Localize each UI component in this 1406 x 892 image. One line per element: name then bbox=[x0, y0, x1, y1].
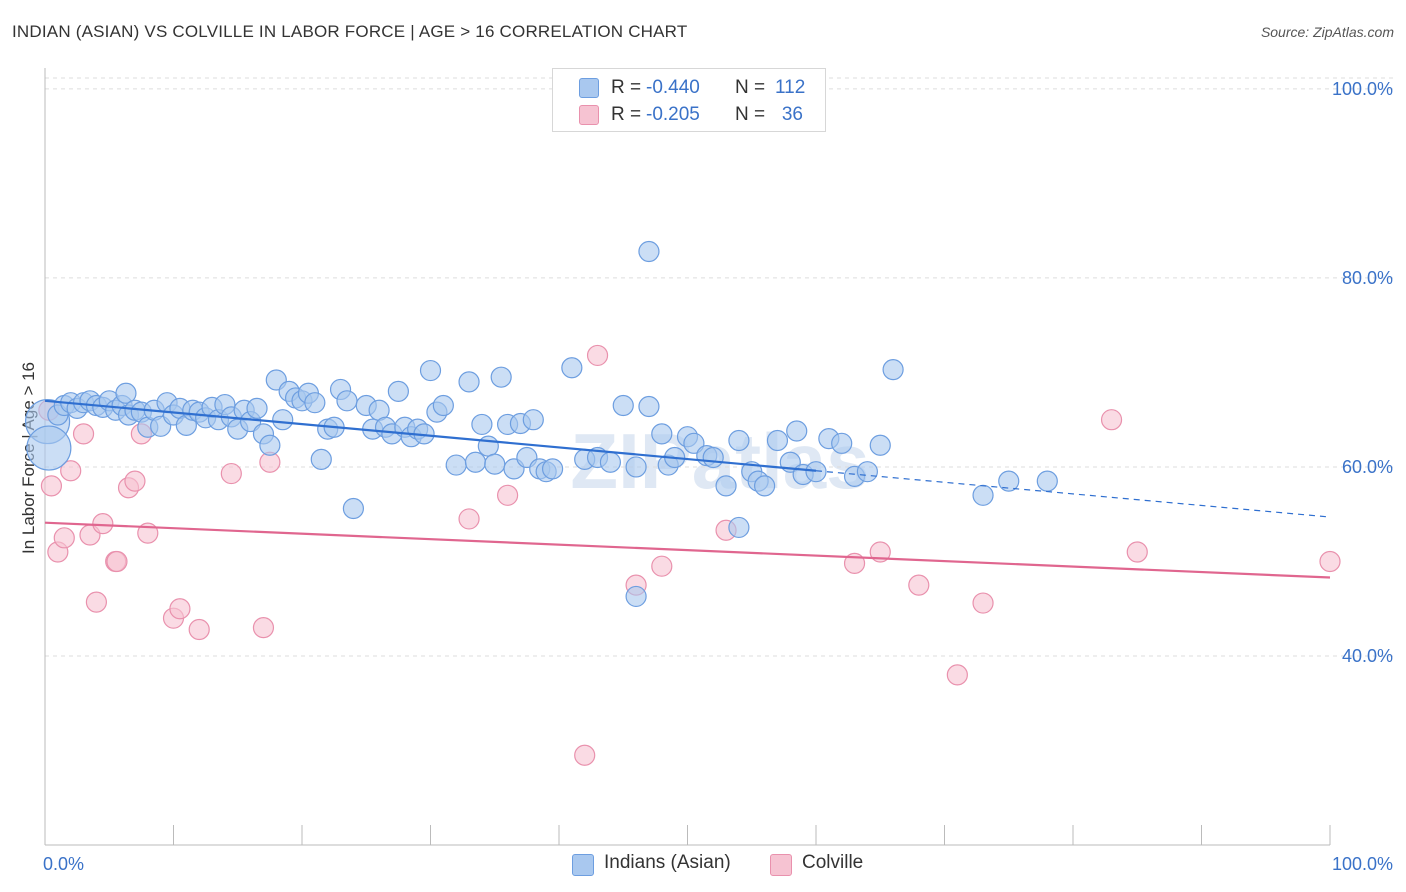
point-colville bbox=[972, 592, 994, 614]
point-colville bbox=[106, 550, 128, 573]
point-indians bbox=[304, 392, 326, 414]
point-colville bbox=[497, 484, 519, 506]
point-colville bbox=[1100, 409, 1123, 431]
point-colville bbox=[1126, 541, 1148, 563]
point-indians bbox=[522, 409, 544, 431]
point-indians bbox=[869, 434, 891, 456]
point-colville bbox=[869, 541, 891, 563]
legend-r-value: -0.440 bbox=[646, 77, 700, 98]
point-indians bbox=[753, 475, 776, 497]
point-indians bbox=[471, 413, 493, 436]
point-colville bbox=[651, 555, 673, 577]
point-indians bbox=[259, 434, 281, 456]
point-indians bbox=[432, 394, 454, 417]
point-colville bbox=[1319, 550, 1341, 573]
point-indians bbox=[115, 382, 137, 404]
legend-r-label: R = bbox=[611, 77, 642, 98]
legend-row-colville: R = -0.205 N = 36 bbox=[553, 101, 825, 127]
point-colville bbox=[252, 617, 275, 639]
point-colville bbox=[574, 744, 596, 766]
x-tick-label: 0.0% bbox=[43, 854, 84, 874]
y-tick-label: 60.0% bbox=[1342, 457, 1393, 477]
point-colville bbox=[946, 664, 968, 686]
point-indians bbox=[638, 395, 660, 418]
point-colville bbox=[124, 470, 146, 492]
point-colville bbox=[85, 591, 108, 613]
point-indians bbox=[805, 461, 827, 483]
point-colville bbox=[92, 513, 114, 535]
legend-n-value: 36 bbox=[781, 104, 803, 125]
legend-r-label: R = bbox=[611, 104, 642, 125]
stats-legend: R = -0.440 N = 112 R = -0.205 N = 36 bbox=[552, 68, 826, 132]
point-indians bbox=[683, 432, 705, 454]
point-indians bbox=[246, 397, 268, 419]
point-indians bbox=[625, 456, 647, 478]
point-indians bbox=[882, 359, 904, 381]
point-colville bbox=[60, 460, 82, 482]
legend-swatch-blue bbox=[579, 78, 599, 98]
point-indians bbox=[561, 357, 583, 379]
point-indians bbox=[419, 359, 442, 382]
point-indians bbox=[26, 425, 72, 471]
point-colville bbox=[908, 574, 930, 596]
bottom-legend-swatch-blue bbox=[572, 854, 594, 876]
point-indians bbox=[702, 446, 724, 469]
x-tick-label: 100.0% bbox=[1332, 854, 1393, 874]
point-indians bbox=[638, 240, 660, 263]
point-indians bbox=[342, 497, 364, 520]
point-indians bbox=[310, 448, 332, 470]
point-colville bbox=[188, 618, 210, 641]
point-colville bbox=[72, 423, 95, 445]
point-indians bbox=[599, 451, 622, 473]
point-indians bbox=[1036, 470, 1058, 492]
point-indians bbox=[972, 484, 994, 506]
bottom-legend-label: Indians (Asian) bbox=[604, 852, 731, 873]
source-label: Source: ZipAtlas.com bbox=[1260, 24, 1394, 40]
point-colville bbox=[40, 475, 63, 497]
legend-n-label: N = bbox=[735, 77, 766, 98]
legend-r-value: -0.205 bbox=[646, 104, 700, 125]
point-indians bbox=[445, 454, 467, 476]
trendline-indians-projection bbox=[815, 470, 1331, 518]
chart-title: INDIAN (ASIAN) VS COLVILLE IN LABOR FORC… bbox=[12, 22, 688, 41]
point-colville bbox=[220, 462, 242, 485]
point-indians bbox=[856, 461, 879, 483]
point-colville bbox=[169, 598, 191, 620]
point-indians bbox=[625, 585, 647, 608]
point-indians bbox=[651, 423, 673, 445]
point-indians bbox=[786, 420, 808, 442]
point-colville bbox=[586, 344, 609, 367]
point-indians bbox=[831, 432, 853, 454]
trendline-colville bbox=[44, 521, 1331, 579]
legend-swatch-pink bbox=[579, 105, 599, 125]
point-indians bbox=[728, 429, 750, 452]
point-indians bbox=[458, 371, 480, 393]
trendline-indians bbox=[44, 399, 817, 472]
point-indians bbox=[484, 453, 506, 475]
point-indians bbox=[998, 470, 1020, 492]
point-indians bbox=[464, 451, 487, 473]
point-indians bbox=[715, 475, 737, 497]
y-tick-label: 80.0% bbox=[1342, 268, 1393, 288]
point-indians bbox=[541, 458, 564, 480]
y-tick-label: 40.0% bbox=[1342, 646, 1393, 666]
bottom-legend-swatch-pink bbox=[770, 854, 792, 876]
y-tick-label: 100.0% bbox=[1332, 79, 1393, 99]
legend-n-value: 112 bbox=[775, 77, 806, 98]
point-indians bbox=[272, 409, 294, 431]
point-indians bbox=[477, 435, 499, 457]
point-colville bbox=[458, 508, 480, 530]
legend-n-label: N = bbox=[735, 104, 766, 125]
point-indians bbox=[766, 429, 789, 452]
point-indians bbox=[336, 390, 358, 412]
point-indians bbox=[387, 380, 409, 402]
bottom-legend-label: Colville bbox=[802, 852, 864, 873]
point-colville bbox=[53, 527, 75, 549]
legend-row-indians: R = -0.440 N = 112 bbox=[553, 74, 825, 100]
point-indians bbox=[490, 366, 512, 388]
point-indians bbox=[612, 394, 634, 417]
point-indians bbox=[728, 516, 750, 539]
